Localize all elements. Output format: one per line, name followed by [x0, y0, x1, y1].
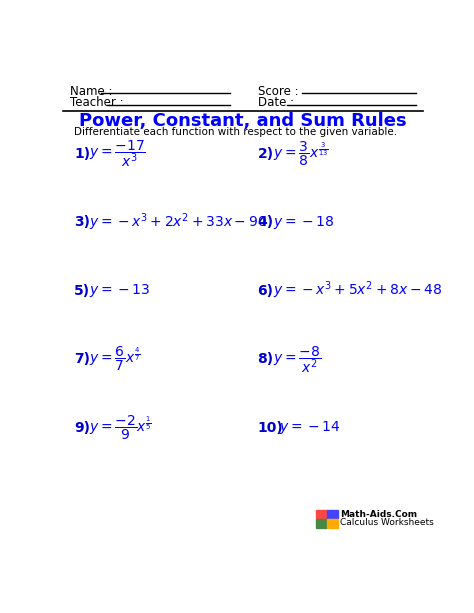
Text: $y = -x^3 + 2x^2 + 33x - 90$: $y = -x^3 + 2x^2 + 33x - 90$ — [89, 211, 267, 233]
Text: $y = -13$: $y = -13$ — [89, 282, 150, 299]
Text: 9): 9) — [74, 421, 90, 435]
Text: Score :: Score : — [258, 85, 298, 97]
Bar — [328, 519, 337, 528]
Text: Math-Aids.Com: Math-Aids.Com — [340, 510, 418, 519]
Text: 1): 1) — [74, 147, 90, 161]
Text: $y = -x^3 + 5x^2 + 8x - 48$: $y = -x^3 + 5x^2 + 8x - 48$ — [273, 280, 442, 302]
Text: Differentiate each function with respect to the given variable.: Differentiate each function with respect… — [74, 127, 397, 137]
Text: 4): 4) — [258, 215, 274, 229]
Text: 6): 6) — [258, 284, 273, 298]
Text: Power, Constant, and Sum Rules: Power, Constant, and Sum Rules — [79, 112, 407, 130]
Text: 10): 10) — [258, 421, 283, 435]
Text: $y = -18$: $y = -18$ — [273, 214, 334, 230]
Text: Calculus Worksheets: Calculus Worksheets — [340, 519, 434, 527]
Bar — [316, 519, 327, 528]
Text: $y = \dfrac{-2}{9}x^{\frac{1}{5}}$: $y = \dfrac{-2}{9}x^{\frac{1}{5}}$ — [89, 413, 152, 442]
Bar — [316, 509, 327, 518]
Text: Date :: Date : — [258, 96, 294, 109]
Text: $y = -14$: $y = -14$ — [279, 419, 341, 436]
Text: 8): 8) — [258, 352, 274, 366]
Text: $y = \dfrac{6}{7}x^{\frac{4}{7}}$: $y = \dfrac{6}{7}x^{\frac{4}{7}}$ — [89, 345, 140, 373]
Text: Name :: Name : — [70, 85, 113, 97]
Text: 7): 7) — [74, 352, 90, 366]
Text: Teacher :: Teacher : — [70, 96, 124, 109]
Text: 5): 5) — [74, 284, 90, 298]
Text: 3): 3) — [74, 215, 90, 229]
Text: $y = \dfrac{-17}{x^3}$: $y = \dfrac{-17}{x^3}$ — [89, 139, 146, 169]
Bar — [328, 509, 337, 518]
Text: $y = \dfrac{-8}{x^2}$: $y = \dfrac{-8}{x^2}$ — [273, 344, 321, 375]
Text: 2): 2) — [258, 147, 274, 161]
Text: $y = \dfrac{3}{8}x^{\frac{3}{13}}$: $y = \dfrac{3}{8}x^{\frac{3}{13}}$ — [273, 140, 328, 168]
